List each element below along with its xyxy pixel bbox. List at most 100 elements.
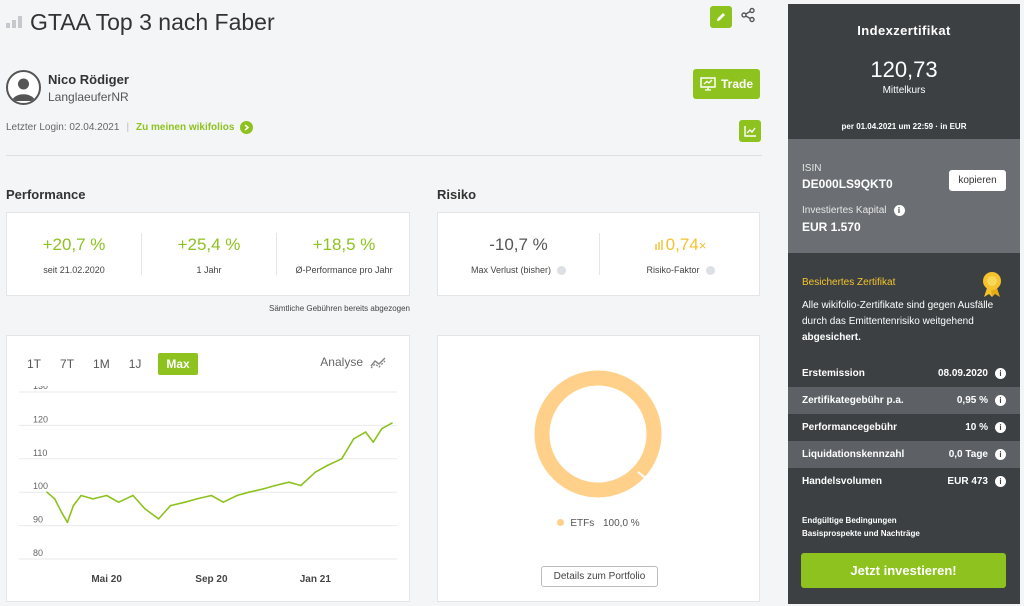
edit-button[interactable] [710, 6, 732, 28]
data-point [210, 494, 213, 497]
row-value: 0,95 % [956, 395, 988, 406]
info-icon[interactable]: i [893, 205, 905, 216]
legend-dot [557, 519, 565, 526]
analyse-link[interactable]: Analyse [320, 355, 387, 369]
row-zertifikategebuehr: Zertifikategebühr p.a. 0,95 % i [788, 387, 1020, 414]
secured-title: Besichertes Zertifikat [802, 277, 896, 288]
row-label: Liquidationskennzahl [802, 449, 905, 460]
avatar[interactable] [6, 70, 41, 105]
row-label: Erstemission [802, 368, 865, 379]
perf-1-year-label: 1 Jahr [196, 265, 222, 275]
performance-chart[interactable]: 130 120 110 100 90 80 Mai 20 Sep 20 Jan 21 [7, 386, 409, 601]
row-erstemission: Erstemission 08.09.2020 i [788, 360, 1020, 387]
trader-name[interactable]: Nico Rödiger [48, 72, 129, 87]
y-tick-label: 100 [33, 481, 48, 491]
tab-max[interactable]: Max [158, 353, 198, 375]
tab-1j[interactable]: 1J [128, 357, 142, 371]
cert-title: Indexzertifikat [857, 23, 951, 38]
data-point [117, 501, 120, 504]
tab-1m[interactable]: 1M [93, 357, 110, 371]
row-value: 08.09.2020 [937, 368, 988, 379]
data-point [184, 501, 186, 504]
row-handelsvolumen: Handelsvolumen EUR 473 i [788, 468, 1020, 495]
invest-button[interactable]: Jetzt investieren! [801, 553, 1006, 588]
perf-since-start: +20,7 % seit 21.02.2020 [7, 213, 141, 295]
allocation-legend: ETFs 100,0 % [438, 518, 759, 529]
data-point [372, 441, 375, 443]
data-point [72, 504, 75, 507]
risk-factor: 0,74 × Risiko-Faktor [600, 213, 761, 295]
tab-7t[interactable]: 7T [60, 357, 75, 371]
stat-divider [599, 233, 600, 275]
data-point [326, 464, 329, 467]
data-point [352, 437, 355, 440]
x-tick-label: Mai 20 [91, 574, 122, 585]
header: GTAA Top 3 nach Faber [6, 8, 275, 36]
isin-section: ISIN DE000LS9QKT0 kopieren Investiertes … [788, 139, 1020, 253]
y-tick-label: 90 [33, 515, 43, 525]
share-button[interactable] [740, 7, 758, 25]
info-icon[interactable]: i [995, 422, 1006, 433]
stat-divider [276, 233, 277, 275]
max-loss-value: -10,7 % [489, 235, 548, 254]
y-tick-label: 80 [33, 548, 43, 558]
details-portfolio-button[interactable]: Details zum Portfolio [541, 566, 658, 587]
data-point [222, 501, 225, 504]
data-point [248, 491, 250, 493]
last-login-row: Letzter Login: 02.04.2021 | Zu meinen wi… [6, 121, 254, 134]
data-point [157, 518, 160, 520]
risk-card: -10,7 % Max Verlust (bisher) 0,74 × Risik… [437, 212, 760, 296]
row-label: Zertifikategebühr p.a. [802, 395, 904, 406]
info-icon[interactable]: i [995, 395, 1006, 406]
info-icon[interactable]: i [995, 368, 1006, 379]
data-point [314, 471, 317, 473]
my-wikifolios-link[interactable]: Zu meinen wikifolios [136, 122, 235, 133]
arrow-right-icon[interactable] [240, 121, 254, 134]
y-tick-label: 120 [33, 414, 48, 424]
risk-gauge-icon [654, 240, 663, 250]
data-point [274, 484, 277, 487]
final-terms-link[interactable]: Endgültige Bedingungen [802, 516, 897, 525]
isin-label: ISIN [802, 163, 822, 174]
x-tick-label: Sep 20 [195, 574, 228, 585]
data-point [300, 484, 302, 487]
risk-factor-label: Risiko-Faktor [646, 265, 700, 275]
tab-1t[interactable]: 1T [27, 357, 42, 371]
data-point [105, 494, 108, 497]
info-icon[interactable]: i [995, 476, 1006, 487]
perf-avg-year-value: +18,5 % [312, 235, 376, 254]
secured-text: Alle wikifolio-Zertifikate sind gegen Au… [802, 300, 994, 327]
secured-badge-icon [983, 272, 1001, 297]
trader-username[interactable]: LanglaeuferNR [48, 90, 129, 104]
cert-price: 120,73 [870, 57, 938, 82]
legend-label: ETFs [570, 518, 595, 529]
data-point [60, 511, 63, 514]
fees-note: Sämtliche Gebühren bereits abgezogen [269, 304, 410, 313]
info-icon[interactable] [705, 266, 715, 276]
series-line[interactable] [46, 422, 393, 524]
cert-price-label: Mittelkurs [882, 85, 926, 96]
info-icon[interactable]: i [995, 449, 1006, 460]
row-liquidationskennzahl: Liquidationskennzahl 0,0 Tage i [788, 441, 1020, 468]
trade-button[interactable]: Trade [693, 69, 760, 99]
chart-compare-button[interactable] [739, 120, 761, 142]
perf-1-year: +25,4 % 1 Jahr [142, 213, 276, 295]
chart-tabs: 1T 7T 1M 1J Max [27, 353, 198, 375]
row-value: 0,0 Tage [948, 449, 988, 460]
data-point [80, 494, 82, 497]
info-icon[interactable] [557, 266, 567, 276]
share-icon [741, 7, 755, 23]
data-point [236, 494, 238, 497]
row-value: EUR 473 [947, 476, 988, 487]
performance-card: +20,7 % seit 21.02.2020 +25,4 % 1 Jahr +… [6, 212, 410, 296]
data-point [144, 508, 146, 510]
data-point [169, 504, 172, 507]
isin-value: DE000LS9QKT0 [802, 177, 893, 191]
data-point [391, 422, 393, 424]
secured-text-bold: abgesichert. [802, 332, 861, 343]
performance-title: Performance [6, 187, 86, 202]
pencil-icon [717, 13, 725, 21]
data-point [380, 427, 383, 430]
prospectus-link[interactable]: Basisprospekte und Nachträge [802, 529, 920, 538]
copy-isin-button[interactable]: kopieren [949, 170, 1006, 191]
